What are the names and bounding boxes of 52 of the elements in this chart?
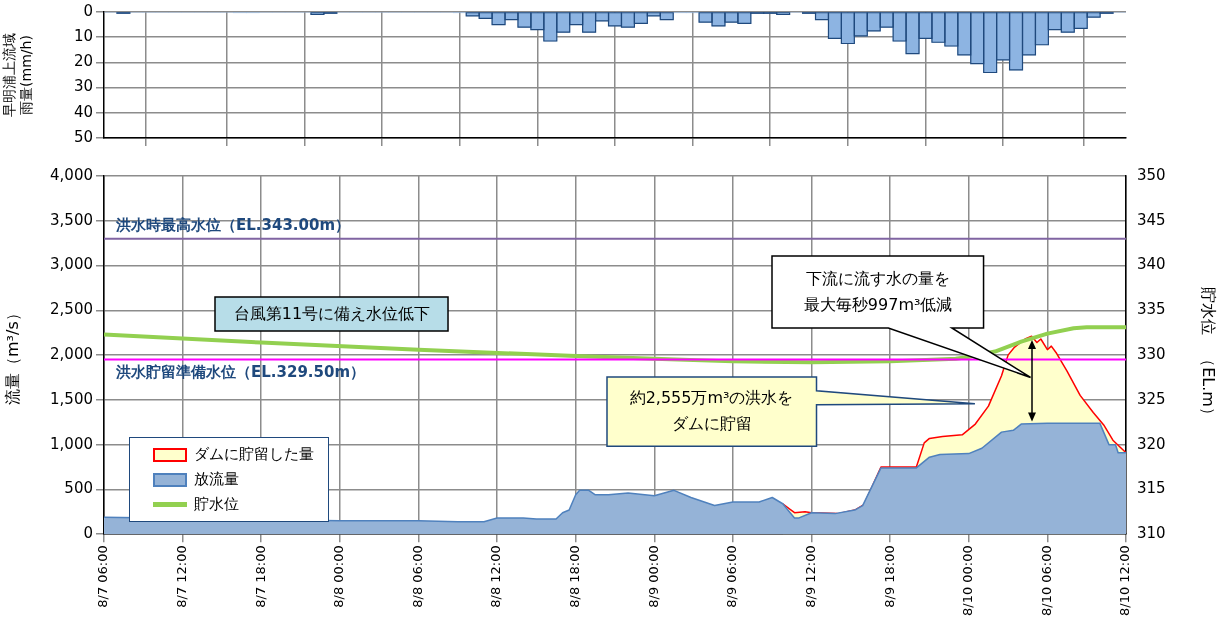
y-tick-label: 40 bbox=[73, 102, 93, 121]
y2-tick-label: 330 bbox=[1137, 345, 1166, 363]
x-tick-label: 8/7 12:00 bbox=[173, 545, 189, 608]
x-tick-label: 8/9 18:00 bbox=[881, 545, 897, 608]
annotation: 下流に流す水の量を最大毎秒997m³低減 bbox=[802, 268, 954, 317]
legend-label: ダムに貯留した量 bbox=[194, 444, 314, 466]
y-tick-label: 0 bbox=[83, 1, 93, 20]
y-tick-label: 3,500 bbox=[50, 210, 93, 229]
y-tick-label: 1,500 bbox=[50, 389, 93, 408]
x-tick-label: 8/10 12:00 bbox=[1117, 545, 1133, 617]
y2-tick-label: 340 bbox=[1137, 255, 1166, 274]
y-tick-label: 50 bbox=[73, 127, 93, 146]
y-tick-label: 1,000 bbox=[50, 434, 93, 453]
x-tick-label: 8/7 18:00 bbox=[252, 545, 268, 608]
x-tick-label: 8/9 00:00 bbox=[645, 545, 661, 608]
x-tick-label: 8/10 00:00 bbox=[960, 545, 976, 617]
y2-axis-title: 貯水位 （EL.m） bbox=[1199, 287, 1219, 423]
y-tick-label: 30 bbox=[73, 77, 93, 96]
y-tick-label: 10 bbox=[73, 27, 93, 46]
y-tick-label: 2,500 bbox=[50, 300, 93, 319]
x-tick-label: 8/7 06:00 bbox=[95, 545, 111, 608]
ref-line-label: 洪水時最高水位（EL.343.00m） bbox=[115, 216, 351, 235]
y-tick-label: 3,000 bbox=[50, 255, 93, 274]
annotation: 約2,555万m³の洪水をダムに貯留 bbox=[628, 387, 795, 436]
ref-line-label: 洪水貯留準備水位（EL.329.50m） bbox=[115, 362, 366, 381]
y2-tick-label: 320 bbox=[1137, 434, 1166, 453]
y2-tick-label: 315 bbox=[1137, 479, 1166, 498]
y-tick-label: 0 bbox=[83, 524, 93, 543]
x-tick-label: 8/8 06:00 bbox=[409, 545, 425, 608]
y-tick-label: 2,000 bbox=[50, 345, 93, 363]
y2-tick-label: 325 bbox=[1137, 389, 1166, 408]
y2-tick-label: 335 bbox=[1137, 300, 1166, 319]
y2-tick-label: 310 bbox=[1137, 524, 1166, 543]
label-box: 台風第11号に備え水位低下 bbox=[215, 297, 449, 332]
legend-label: 放流量 bbox=[194, 469, 239, 491]
y-tick-label: 500 bbox=[64, 479, 93, 498]
x-tick-label: 8/10 06:00 bbox=[1038, 545, 1054, 617]
y-axis-title: 早明浦上流域雨量(mm/h) bbox=[1, 33, 34, 117]
x-tick-label: 8/9 12:00 bbox=[802, 545, 818, 608]
x-tick-label: 8/8 18:00 bbox=[567, 545, 583, 608]
y-tick-label: 20 bbox=[73, 52, 93, 71]
y-axis-title: 流量（m³/s） bbox=[2, 305, 22, 405]
callout: 下流に流す水の量を最大毎秒997m³低減 bbox=[772, 256, 1031, 378]
callout: 約2,555万m³の洪水をダムに貯留 bbox=[606, 376, 975, 446]
y-tick-label: 4,000 bbox=[50, 165, 93, 184]
x-tick-label: 8/9 06:00 bbox=[724, 545, 740, 608]
legend-label: 貯水位 bbox=[194, 494, 239, 516]
y2-tick-label: 345 bbox=[1137, 210, 1166, 229]
y2-tick-label: 350 bbox=[1137, 165, 1166, 184]
x-tick-label: 8/8 00:00 bbox=[331, 545, 347, 608]
x-tick-label: 8/8 12:00 bbox=[488, 545, 504, 608]
annotation: 台風第11号に備え水位低下 bbox=[232, 303, 432, 326]
